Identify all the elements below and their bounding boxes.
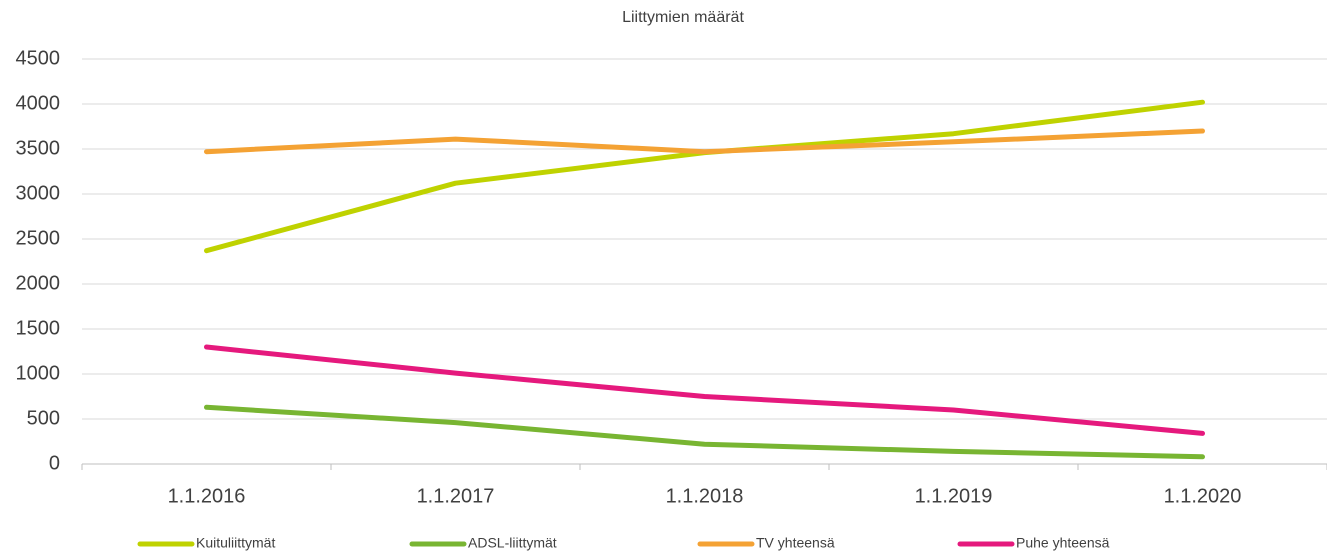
y-tick-label: 3000 [16, 182, 61, 204]
x-tick-label: 1.1.2018 [666, 485, 744, 507]
y-tick-label: 2000 [16, 272, 61, 294]
y-tick-label: 500 [27, 407, 60, 429]
y-tick-label: 3500 [16, 137, 61, 159]
x-tick-label: 1.1.2016 [168, 485, 246, 507]
y-tick-label: 4000 [16, 92, 61, 114]
line-series [204, 404, 1205, 460]
line-series [204, 128, 1205, 155]
legend-label: ADSL-liittymät [468, 535, 557, 551]
line-series [204, 99, 1205, 254]
y-tick-label: 1500 [16, 317, 61, 339]
legend-label: TV yhteensä [756, 535, 835, 551]
chart-title: Liittymien määrät [622, 9, 744, 26]
y-tick-label: 0 [49, 452, 60, 474]
x-tick-label: 1.1.2017 [417, 485, 495, 507]
legend-label: Kuituliittymät [196, 535, 275, 551]
line-series [204, 344, 1205, 436]
x-tick-label: 1.1.2020 [1164, 485, 1242, 507]
x-tick-label: 1.1.2019 [915, 485, 993, 507]
y-tick-label: 2500 [16, 227, 61, 249]
y-tick-label: 4500 [16, 47, 61, 69]
y-tick-label: 1000 [16, 362, 61, 384]
legend-label: Puhe yhteensä [1016, 535, 1110, 551]
